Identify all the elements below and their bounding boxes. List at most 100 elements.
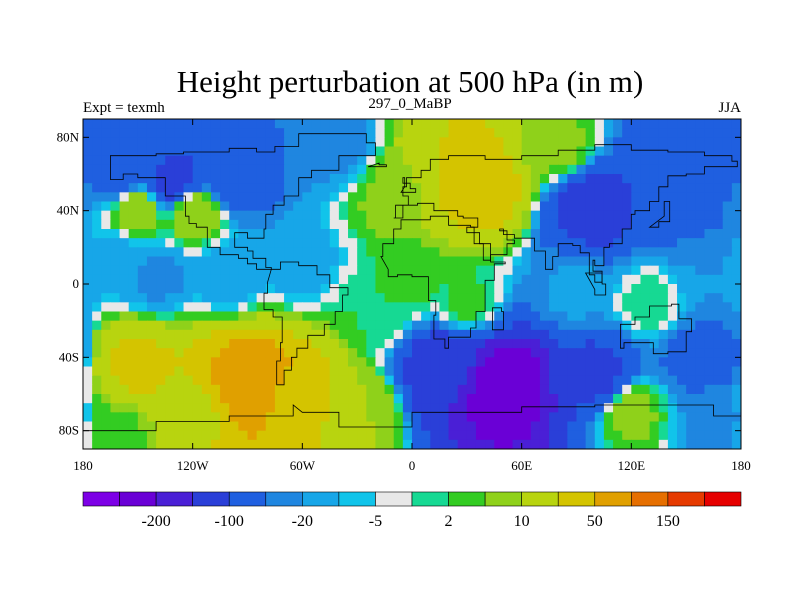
field-cell — [146, 210, 157, 221]
continent-outline — [110, 133, 376, 270]
field-cell — [549, 375, 559, 386]
field-cell — [247, 265, 258, 276]
field-cell — [704, 375, 715, 386]
field-cell — [183, 219, 194, 230]
field-cell — [92, 284, 102, 294]
field-cell — [220, 339, 230, 349]
field-cell — [183, 274, 194, 285]
field-cell — [156, 210, 166, 221]
field-cell — [238, 247, 249, 258]
field-cell — [530, 311, 541, 322]
field-cell — [183, 174, 194, 184]
field-cell — [320, 274, 331, 285]
field-cell — [485, 357, 495, 368]
field-cell — [375, 403, 386, 413]
field-cell — [357, 357, 367, 368]
field-cell — [475, 384, 486, 395]
field-cell — [594, 348, 605, 358]
field-cell — [585, 293, 596, 303]
field-cell — [293, 146, 303, 157]
field-cell — [101, 284, 112, 294]
field-cell — [558, 394, 568, 404]
field-cell — [274, 247, 285, 258]
field-cell — [475, 119, 486, 129]
field-cell — [375, 293, 386, 303]
field-cell — [375, 329, 386, 340]
field-cell — [539, 274, 550, 285]
field-cell — [622, 137, 632, 148]
field-cell — [375, 421, 386, 432]
field-cell — [713, 274, 724, 285]
field-cell — [603, 357, 614, 368]
field-cell — [677, 219, 687, 230]
field-cell — [412, 229, 422, 239]
field-cell — [421, 357, 431, 368]
field-cell — [466, 366, 477, 377]
field-cell — [329, 366, 340, 377]
field-cell — [101, 412, 112, 423]
field-cell — [393, 339, 404, 349]
field-cell — [92, 329, 102, 340]
field-cell — [165, 183, 175, 193]
field-cell — [485, 439, 495, 449]
field-cell — [412, 137, 422, 148]
field-cell — [667, 238, 678, 248]
field-cell — [475, 439, 486, 449]
field-cell — [156, 201, 166, 212]
field-cell — [521, 219, 532, 230]
field-cell — [338, 238, 349, 248]
field-cell — [430, 247, 441, 258]
field-cell — [430, 256, 441, 267]
field-cell — [512, 146, 523, 157]
field-cell — [156, 439, 166, 449]
field-cell — [512, 284, 523, 294]
field-cell — [512, 229, 523, 239]
field-cell — [393, 293, 404, 303]
field-cell — [92, 320, 102, 331]
field-cell — [311, 146, 322, 157]
field-cell — [622, 329, 632, 340]
field-cell — [119, 348, 130, 358]
field-cell — [695, 247, 706, 258]
field-cell — [640, 357, 651, 368]
field-cell — [466, 357, 477, 368]
field-cell — [137, 339, 148, 349]
field-cell — [503, 421, 514, 432]
field-cell — [585, 439, 596, 449]
field-cell — [731, 183, 741, 193]
field-cell — [119, 219, 130, 230]
field-cell — [457, 403, 468, 413]
field-cell — [329, 430, 340, 441]
field-cell — [466, 238, 477, 248]
field-cell — [667, 128, 678, 138]
field-cell — [302, 274, 313, 285]
field-cell — [220, 155, 230, 166]
field-cell — [329, 183, 340, 193]
field-cell — [576, 329, 587, 340]
field-cell — [594, 430, 605, 441]
field-cell — [503, 329, 514, 340]
field-cell — [466, 421, 477, 432]
field-cell — [293, 421, 303, 432]
field-cell — [567, 339, 578, 349]
field-cell — [594, 357, 605, 368]
field-cell — [220, 421, 230, 432]
field-cell — [412, 421, 422, 432]
field-cell — [329, 201, 340, 212]
field-cell — [101, 329, 112, 340]
field-cell — [183, 293, 194, 303]
field-cell — [686, 128, 696, 138]
field-cell — [576, 366, 587, 377]
field-cell — [421, 403, 431, 413]
colorbar-label: 50 — [587, 513, 603, 530]
field-cell — [448, 183, 459, 193]
field-cell — [695, 375, 706, 386]
field-cell — [128, 137, 139, 148]
field-cell — [466, 183, 477, 193]
field-cell — [585, 229, 596, 239]
field-cell — [731, 119, 741, 129]
field-cell — [402, 439, 413, 449]
field-cell — [92, 201, 102, 212]
field-cell — [567, 366, 578, 377]
field-cell — [247, 384, 258, 395]
